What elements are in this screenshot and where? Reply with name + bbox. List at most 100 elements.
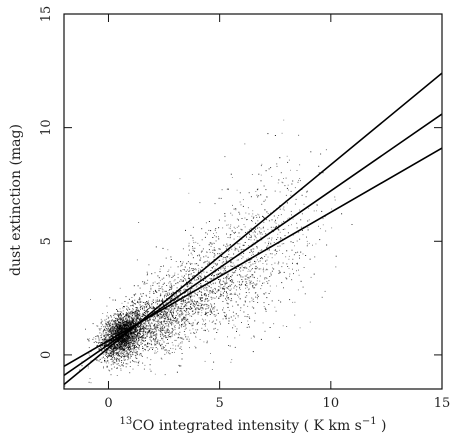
data-point	[178, 322, 179, 324]
data-point	[124, 324, 126, 325]
data-point	[113, 333, 115, 335]
data-point	[210, 290, 212, 292]
data-point	[119, 339, 121, 341]
data-point	[131, 312, 133, 314]
data-point	[215, 314, 217, 316]
data-point	[193, 268, 195, 270]
data-point	[134, 329, 136, 331]
data-point	[117, 359, 119, 361]
data-point	[260, 288, 262, 290]
data-point	[206, 289, 208, 290]
data-point	[144, 281, 146, 283]
data-point	[139, 313, 141, 315]
data-point	[121, 347, 123, 349]
data-point	[112, 326, 114, 328]
data-point	[109, 336, 111, 338]
data-point	[197, 322, 198, 324]
data-point	[109, 349, 111, 351]
data-point	[159, 307, 161, 309]
data-point	[183, 338, 185, 340]
data-point	[179, 308, 181, 310]
data-point	[121, 321, 123, 323]
data-point	[87, 365, 89, 367]
data-point	[206, 342, 208, 344]
data-point	[177, 313, 178, 315]
data-point	[249, 301, 251, 303]
data-point	[129, 348, 131, 350]
data-point	[160, 266, 162, 267]
data-point	[153, 339, 155, 341]
data-point	[184, 323, 186, 325]
data-point	[131, 348, 133, 350]
data-point	[181, 303, 183, 305]
data-point	[185, 301, 187, 303]
data-point	[127, 337, 129, 339]
data-point	[277, 245, 279, 247]
data-point	[144, 348, 145, 350]
data-point	[180, 308, 182, 310]
data-point	[129, 340, 131, 342]
data-point	[110, 340, 112, 342]
data-point	[116, 360, 118, 362]
data-point	[282, 238, 283, 240]
data-point	[171, 324, 173, 326]
data-point	[126, 333, 128, 335]
data-point	[176, 371, 178, 373]
data-point	[133, 342, 134, 344]
data-point	[133, 347, 135, 349]
data-point	[222, 318, 224, 320]
data-point	[175, 345, 177, 347]
data-point	[127, 326, 129, 328]
data-point	[249, 259, 251, 261]
data-point	[264, 199, 266, 201]
data-point	[263, 185, 265, 187]
data-point	[169, 289, 171, 290]
data-point	[123, 339, 125, 341]
data-point	[146, 312, 148, 314]
data-point	[286, 278, 288, 280]
data-point	[111, 331, 113, 333]
data-point	[150, 335, 152, 336]
data-point	[107, 317, 109, 319]
data-point	[101, 345, 103, 347]
data-point	[156, 300, 158, 302]
data-point	[113, 316, 115, 318]
data-point	[201, 303, 203, 305]
data-point	[240, 270, 242, 272]
data-point	[237, 316, 239, 318]
data-point	[217, 329, 219, 331]
data-point	[112, 336, 114, 337]
data-point	[174, 307, 176, 309]
data-point	[141, 340, 143, 341]
data-point	[290, 210, 292, 212]
data-point	[95, 336, 97, 337]
data-point	[114, 326, 116, 328]
data-point	[154, 328, 156, 330]
data-point	[173, 280, 175, 282]
data-point	[107, 321, 109, 323]
data-point	[149, 330, 150, 332]
data-point	[131, 341, 132, 343]
data-point	[189, 267, 190, 269]
data-point	[138, 360, 140, 362]
data-point	[177, 345, 179, 347]
data-point	[225, 256, 227, 258]
data-point	[105, 331, 107, 333]
data-point	[124, 323, 126, 325]
data-point	[196, 303, 197, 305]
data-point	[220, 295, 222, 297]
data-point	[252, 298, 254, 300]
data-point	[126, 355, 128, 357]
data-point	[283, 271, 285, 273]
data-point	[167, 271, 169, 272]
data-point	[239, 298, 241, 300]
data-point	[219, 248, 221, 250]
data-point	[173, 305, 175, 307]
data-point	[185, 319, 187, 321]
data-point	[275, 249, 276, 251]
data-point	[118, 340, 120, 342]
data-point	[101, 342, 103, 344]
data-point	[125, 351, 127, 353]
data-point	[114, 333, 116, 335]
data-point	[226, 224, 228, 226]
